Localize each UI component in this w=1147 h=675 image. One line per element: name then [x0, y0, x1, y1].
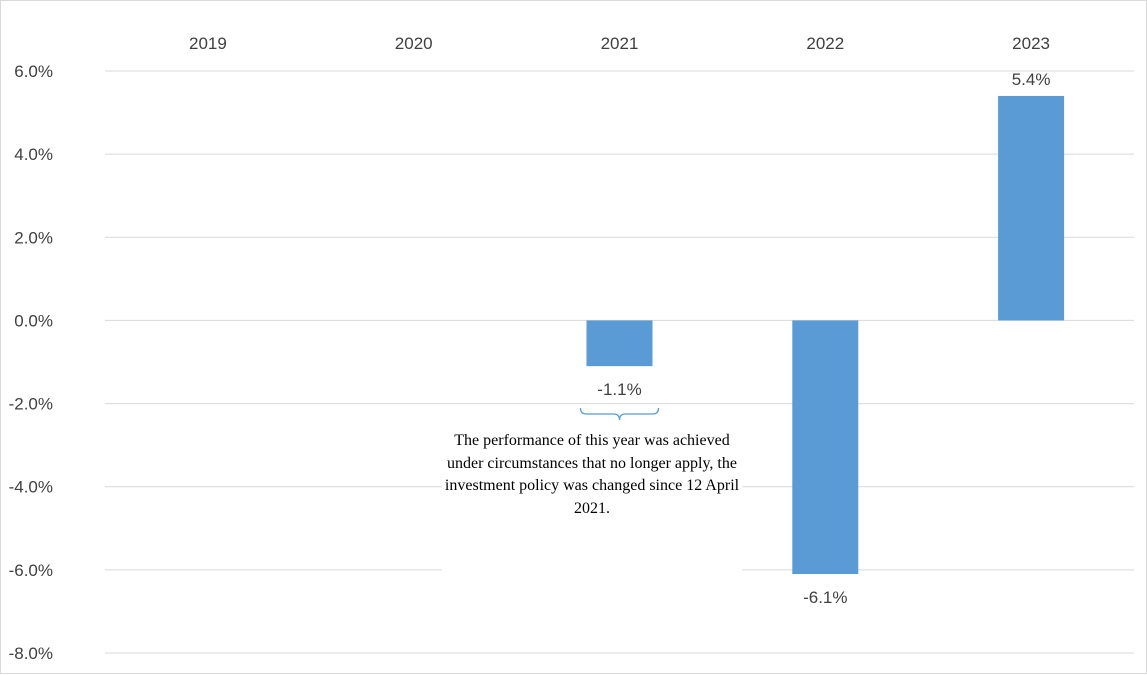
data-label: 5.4% — [1012, 70, 1051, 89]
x-tick-label: 2022 — [806, 34, 844, 53]
annotation-text: The performance of this year was achieve… — [444, 432, 740, 517]
data-label: -6.1% — [803, 588, 847, 607]
y-tick-label: -8.0% — [9, 644, 53, 663]
bar — [792, 320, 859, 575]
y-tick-label: 2.0% — [14, 228, 53, 247]
y-tick-label: 0.0% — [14, 311, 53, 330]
bar — [586, 320, 653, 367]
x-tick-label: 2019 — [189, 34, 227, 53]
y-tick-label: 4.0% — [14, 145, 53, 164]
bar — [998, 95, 1065, 321]
x-tick-label: 2020 — [395, 34, 433, 53]
y-tick-label: -2.0% — [9, 395, 53, 414]
x-tick-label: 2023 — [1012, 34, 1050, 53]
y-tick-label: -4.0% — [9, 478, 53, 497]
y-tick-label: 6.0% — [14, 62, 53, 81]
chart-annotation: The performance of this year was achieve… — [442, 429, 742, 571]
annotation-brace — [579, 407, 660, 421]
data-label: -1.1% — [597, 380, 641, 399]
x-tick-label: 2021 — [601, 34, 639, 53]
y-tick-label: -6.0% — [9, 561, 53, 580]
